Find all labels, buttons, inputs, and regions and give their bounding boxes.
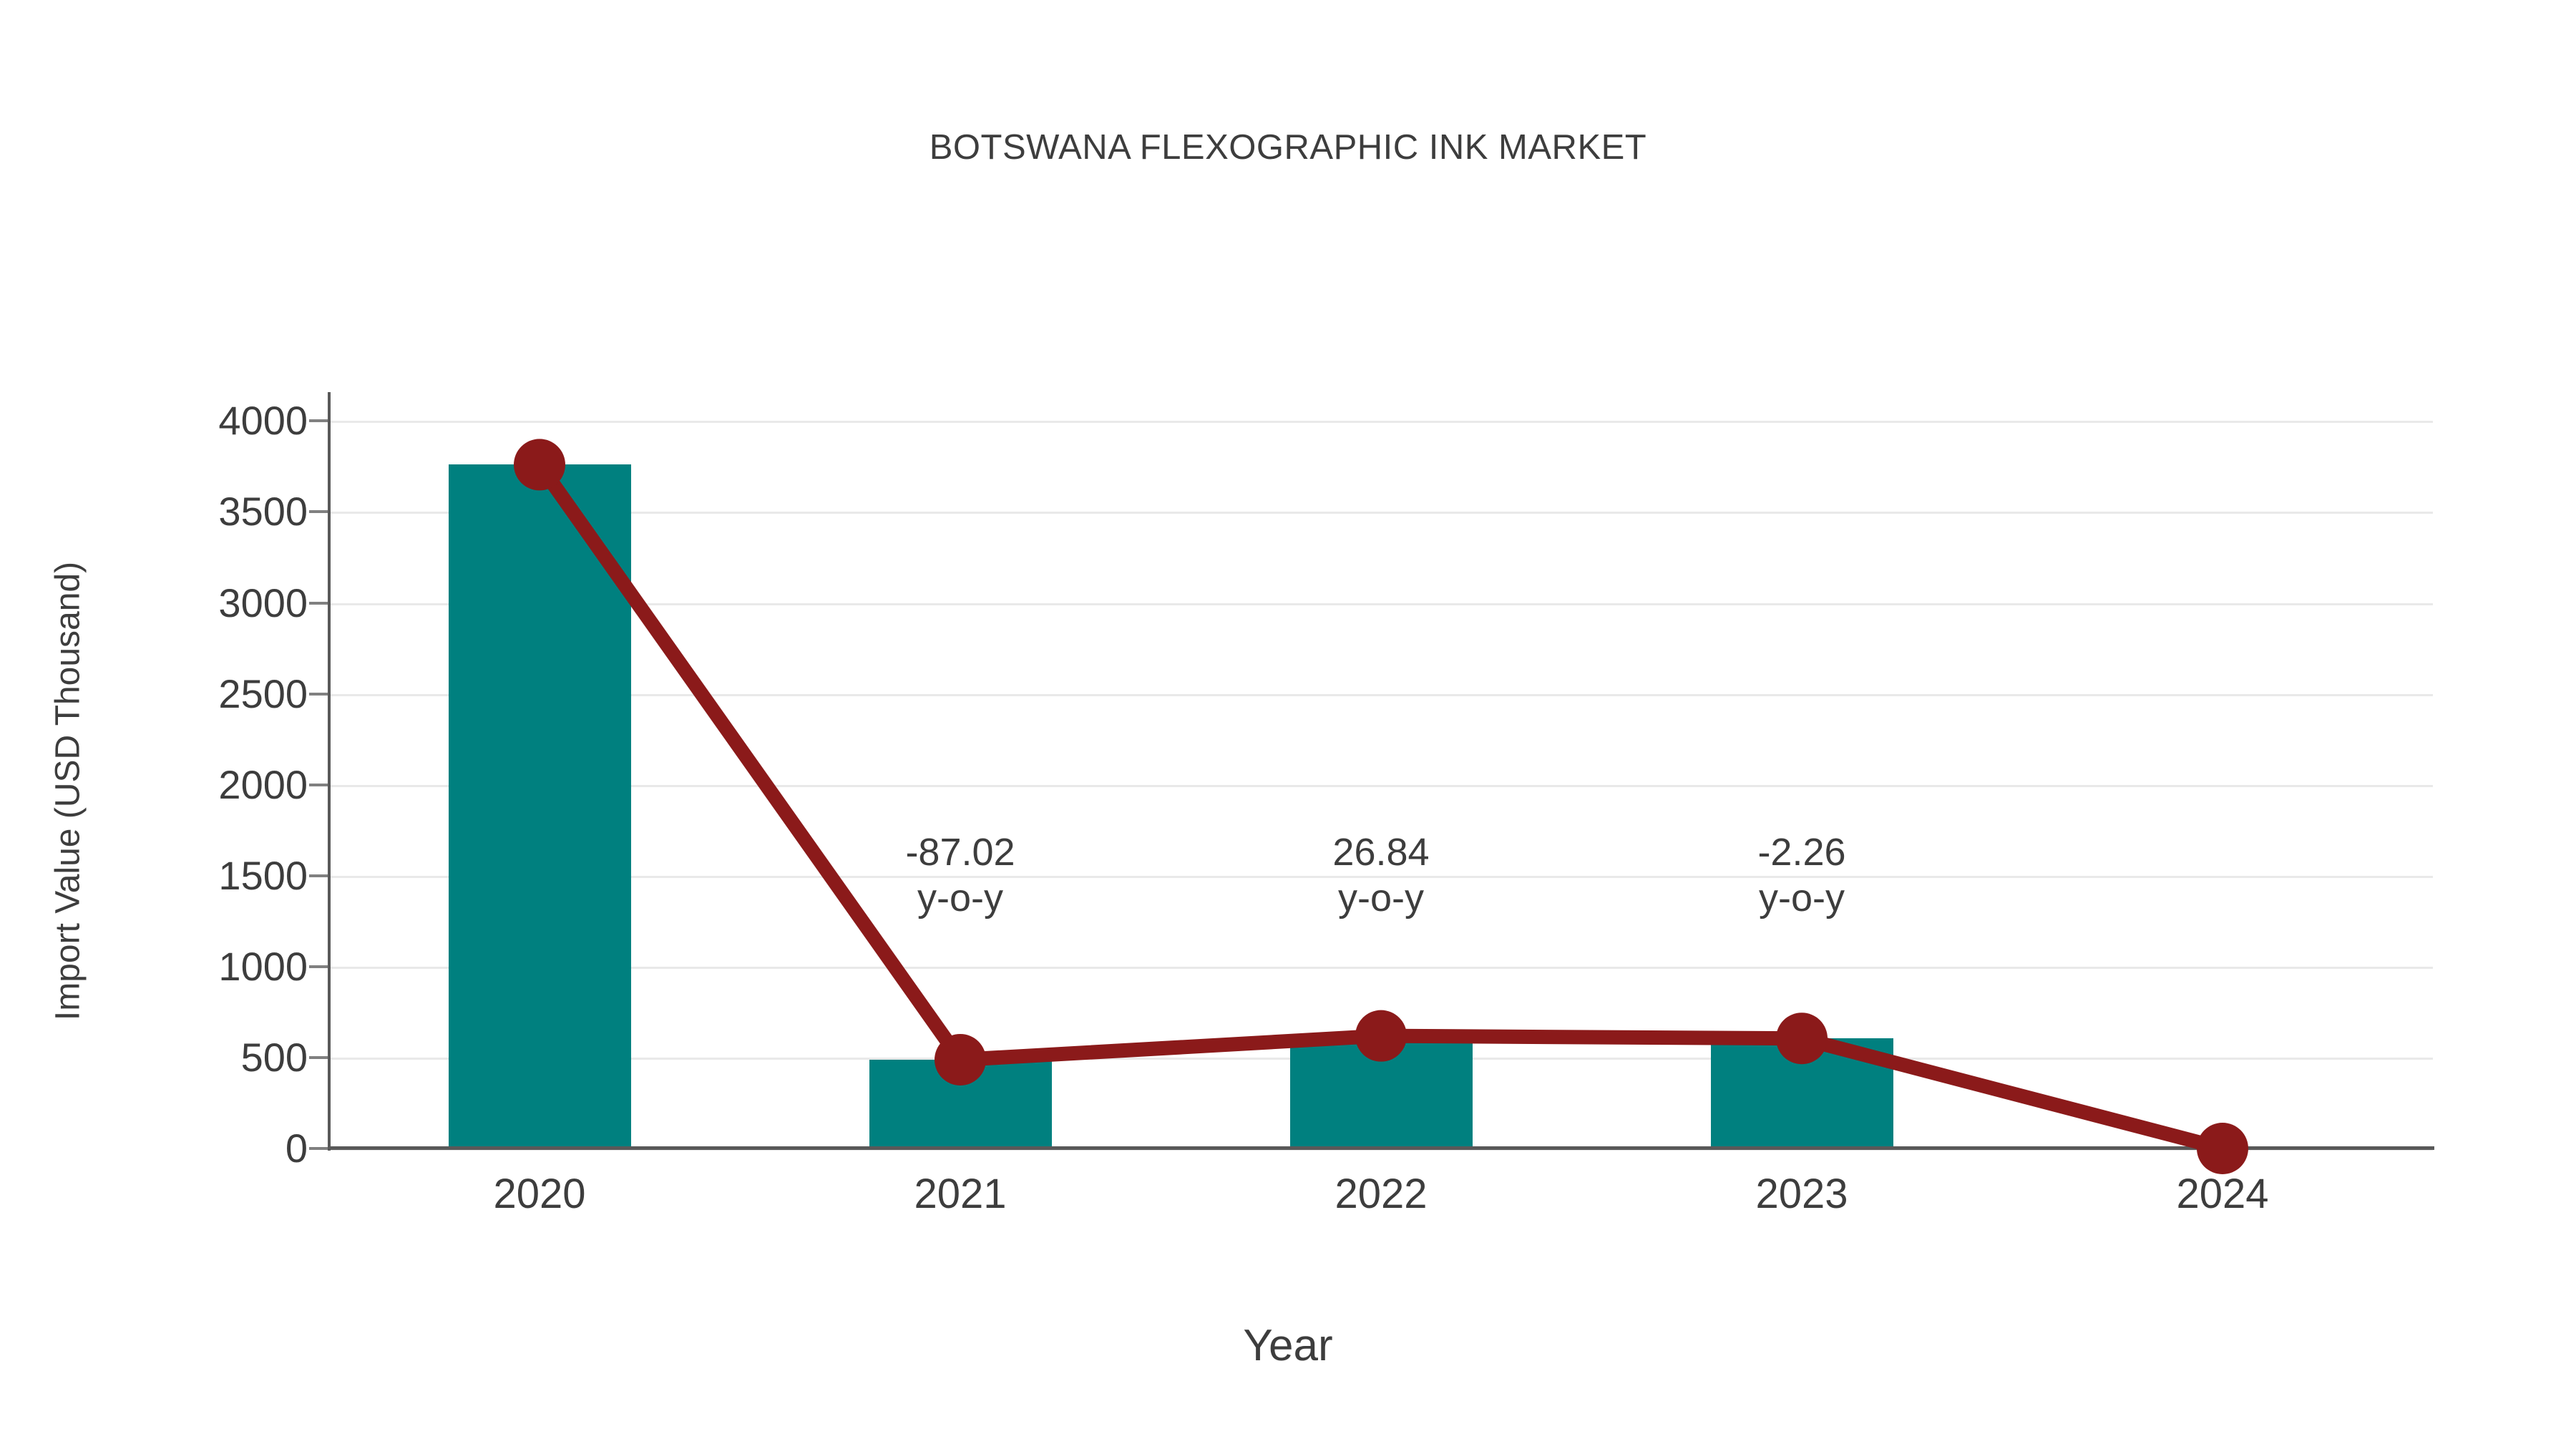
y-axis-tick-label: 1500 (218, 852, 308, 898)
x-axis-tick-label: 2022 (1335, 1171, 1428, 1217)
chart-title: BOTSWANA FLEXOGRAPHIC INK MARKET (929, 128, 1647, 167)
y-axis-line (328, 392, 331, 1151)
y-axis-tick-label: 2500 (218, 670, 308, 716)
y-axis-tick-mark (309, 692, 328, 696)
y-axis-tick-label: 2000 (218, 761, 308, 807)
gridline (329, 512, 2433, 514)
y-axis-tick-mark (309, 783, 328, 786)
y-axis-tick-mark (309, 419, 328, 423)
y-axis-tick-label: 500 (240, 1034, 308, 1080)
gridline (329, 875, 2433, 878)
gridline (329, 784, 2433, 787)
y-axis-tick-label: 4000 (218, 398, 308, 444)
x-axis-tick-label: 2020 (493, 1171, 586, 1217)
x-axis-tick-label: 2023 (1755, 1171, 1848, 1217)
trend-marker (1776, 1013, 1828, 1065)
x-axis-title: Year (1243, 1321, 1333, 1370)
gridline (329, 966, 2433, 969)
gridline (329, 602, 2433, 605)
bar (448, 464, 631, 1148)
y-axis-tick-mark (309, 1055, 328, 1059)
y-axis-tick-label: 3000 (218, 580, 308, 625)
plot-area (329, 403, 2433, 1151)
x-axis-line (328, 1146, 2434, 1150)
trend-markers (514, 439, 2248, 1174)
y-axis-tick-mark (309, 601, 328, 605)
y-axis-tick-mark (309, 510, 328, 514)
trend-marker (1355, 1010, 1407, 1062)
trend-marker (514, 439, 565, 491)
x-axis-tick-label: 2021 (914, 1171, 1007, 1217)
y-axis-tick-mark (309, 874, 328, 877)
trend-marker (935, 1033, 986, 1085)
y-axis-tick-label: 0 (285, 1126, 308, 1171)
y-axis-tick-label: 3500 (218, 489, 308, 535)
y-axis-tick-mark (309, 1147, 328, 1150)
gridline (329, 693, 2433, 696)
y-axis-tick-label: 1000 (218, 943, 308, 989)
y-axis-tick-mark (309, 965, 328, 968)
gridline (329, 421, 2433, 424)
x-axis-tick-label: 2024 (2176, 1171, 2269, 1217)
trend-marker (2197, 1123, 2248, 1174)
